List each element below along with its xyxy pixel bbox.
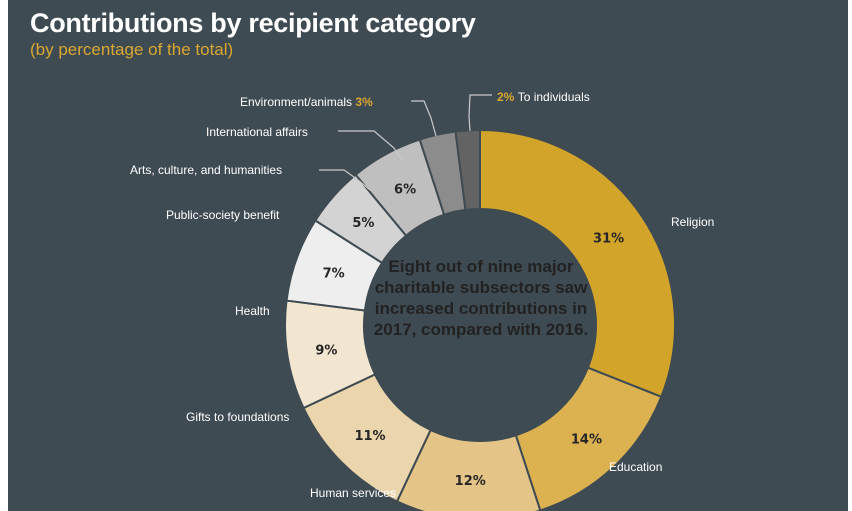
donut-chart: 31% 14% 12% 11% 9% 7% 5% 6% Religion Education Hum… [130, 90, 714, 511]
chart-subtitle: (by percentage of the total) [30, 40, 234, 59]
chart-panel: Contributions by recipient category (by … [8, 0, 848, 511]
center-note: Eight out of nine major charitable subse… [373, 257, 589, 339]
slice-label-international-affairs: 6% [394, 183, 416, 198]
category-label-health: Health [235, 304, 270, 318]
leader-line-environment-animals [411, 100, 437, 137]
leader-line-arts-culture-and-humanities [319, 169, 371, 191]
slice-label-religion: 31% [593, 232, 624, 247]
slice-label-arts-culture-and-humanities: 5% [352, 216, 374, 231]
category-label-human-services: Human services [310, 486, 396, 500]
category-label-public-society-benefit: Public-society benefit [166, 208, 280, 222]
category-label-international-affairs: International affairs [206, 125, 308, 139]
category-label-gifts-to-foundations: Gifts to foundations [186, 410, 289, 424]
slice-religion [479, 128, 676, 399]
category-label-arts-culture-and-humanities: Arts, culture, and humanities [130, 163, 282, 177]
category-label-religion: Religion [671, 215, 714, 229]
slice-label-education: 14% [571, 432, 602, 447]
outside-pct-to-individuals: 2% [497, 90, 518, 104]
category-label-environment-animals: Environment/animals 3% [240, 95, 373, 109]
category-label-education: Education [609, 460, 662, 474]
slice-label-health: 9% [315, 343, 337, 358]
slice-label-human-services: 12% [455, 474, 486, 489]
slice-label-gifts-to-foundations: 11% [354, 429, 385, 444]
category-label-to-individuals: 2% To individuals [497, 90, 590, 104]
chart-title: Contributions by recipient category [30, 8, 476, 38]
leader-line-international-affairs [338, 130, 403, 161]
leader-line-to-individuals [468, 94, 492, 132]
slice-label-public-society-benefit: 7% [323, 266, 345, 281]
slice-to-individuals [454, 128, 481, 212]
outside-pct-environment-animals: 3% [352, 95, 373, 109]
